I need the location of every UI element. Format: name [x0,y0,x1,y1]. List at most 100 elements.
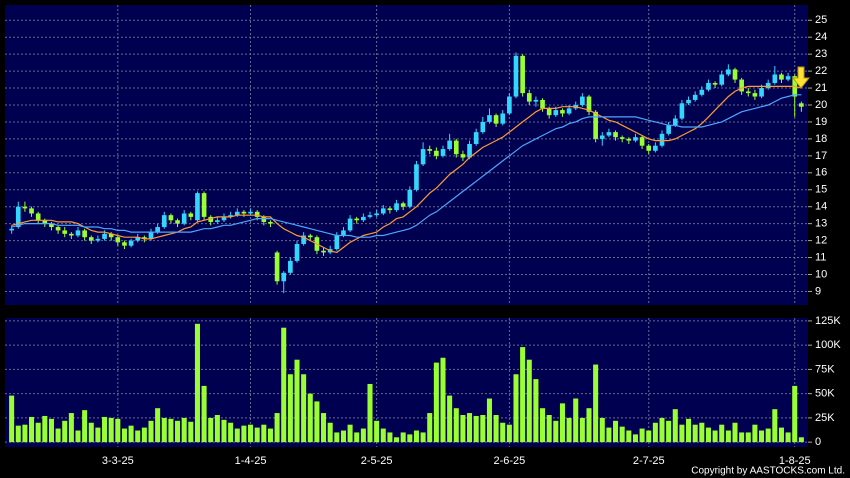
signal-arrow [791,66,811,89]
volume-bar [467,413,473,443]
candle-body [367,215,373,217]
y-tick-label: 10 [815,268,827,280]
volume-bar [68,413,74,443]
volume-bar [221,419,227,443]
volume-bar [440,357,446,443]
moving-average-line [11,94,802,238]
volume-bar [725,430,731,443]
candle-body [261,216,267,222]
volume-bar [15,425,21,443]
candle-body [347,218,353,231]
candle-body [148,232,154,239]
volume-bar [493,414,499,443]
candle-body [307,235,313,238]
volume-bar [175,420,181,443]
candle-body [726,69,731,75]
candle-body [22,206,28,209]
volume-bar [606,427,612,443]
volume-bar [520,347,526,443]
candle-body [719,74,725,85]
volume-bar [327,422,333,443]
candle-body [274,252,280,282]
volume-bar [188,421,194,443]
volume-bar [29,416,35,443]
y-tick-label: 14 [815,201,827,213]
candle-body [659,133,665,146]
candle-body [95,238,101,241]
candle-body [394,203,399,211]
candle-body [49,223,54,228]
volume-bar [374,420,380,443]
candle-body [288,260,293,273]
candle-body [434,150,439,156]
volume-bar [194,323,200,443]
volume-bar [798,437,804,443]
volume-bar [632,434,638,443]
candle-body [619,137,625,139]
candle-body [606,132,612,136]
candle-body [653,145,658,151]
volume-bar [115,418,121,443]
volume-bar [347,424,353,443]
volume-bar [752,424,758,443]
volume-bar [314,401,320,443]
candle-body [387,208,393,211]
volume-bar [765,428,771,443]
candle-body [188,213,194,217]
volume-bar [248,424,254,443]
y-tick-label: 50K [815,388,835,400]
volume-bar [201,385,207,443]
volume-bar [108,417,114,443]
candle-body [586,96,592,112]
volume-bar [473,415,479,443]
y-tick-label: 0 [815,436,821,448]
candle-body [168,215,174,221]
volume-bar [228,422,234,443]
volume-bar [62,420,68,443]
y-tick-label: 19 [815,116,827,128]
candle-body [772,74,778,83]
volume-bar [599,417,605,443]
volume-bar [334,432,340,443]
candle-body [201,193,207,217]
volume-bar [321,413,327,443]
candle-body [15,206,21,228]
y-tick-label: 20 [815,99,827,111]
candle-body [427,149,433,151]
candle-body [679,103,685,119]
y-tick-label: 9 [815,285,821,297]
candle-body [706,82,711,90]
volume-bar [566,417,572,443]
volume-bar [95,427,101,443]
volume-bar [394,437,400,443]
volume-bar [82,410,88,443]
candle-body [175,220,180,224]
candle-body [520,55,525,94]
volume-bar [652,422,658,443]
candle-body [467,143,472,158]
candle-body [407,189,413,207]
candle-body [666,125,671,134]
volume-bar [254,427,260,443]
volume-bar [513,374,519,443]
volume-bar [739,432,745,443]
candle-body [9,228,14,231]
candle-body [493,115,499,124]
volume-bar [486,398,492,443]
candle-body [128,240,134,246]
volume-bar [121,428,127,443]
candle-body [281,272,287,282]
candle-body [374,213,379,216]
y-tick-label: 16 [815,167,827,179]
volume-bar [778,427,784,443]
y-tick-label: 21 [815,82,827,94]
volume-bar [792,385,798,443]
candle-body [268,221,273,224]
volume-bar [719,424,725,443]
candle-body [108,233,114,238]
candle-body [55,227,61,231]
candle-body [294,243,300,261]
candle-body [181,213,187,224]
y-tick-label: 125K [815,315,841,327]
candle-body [599,135,605,139]
